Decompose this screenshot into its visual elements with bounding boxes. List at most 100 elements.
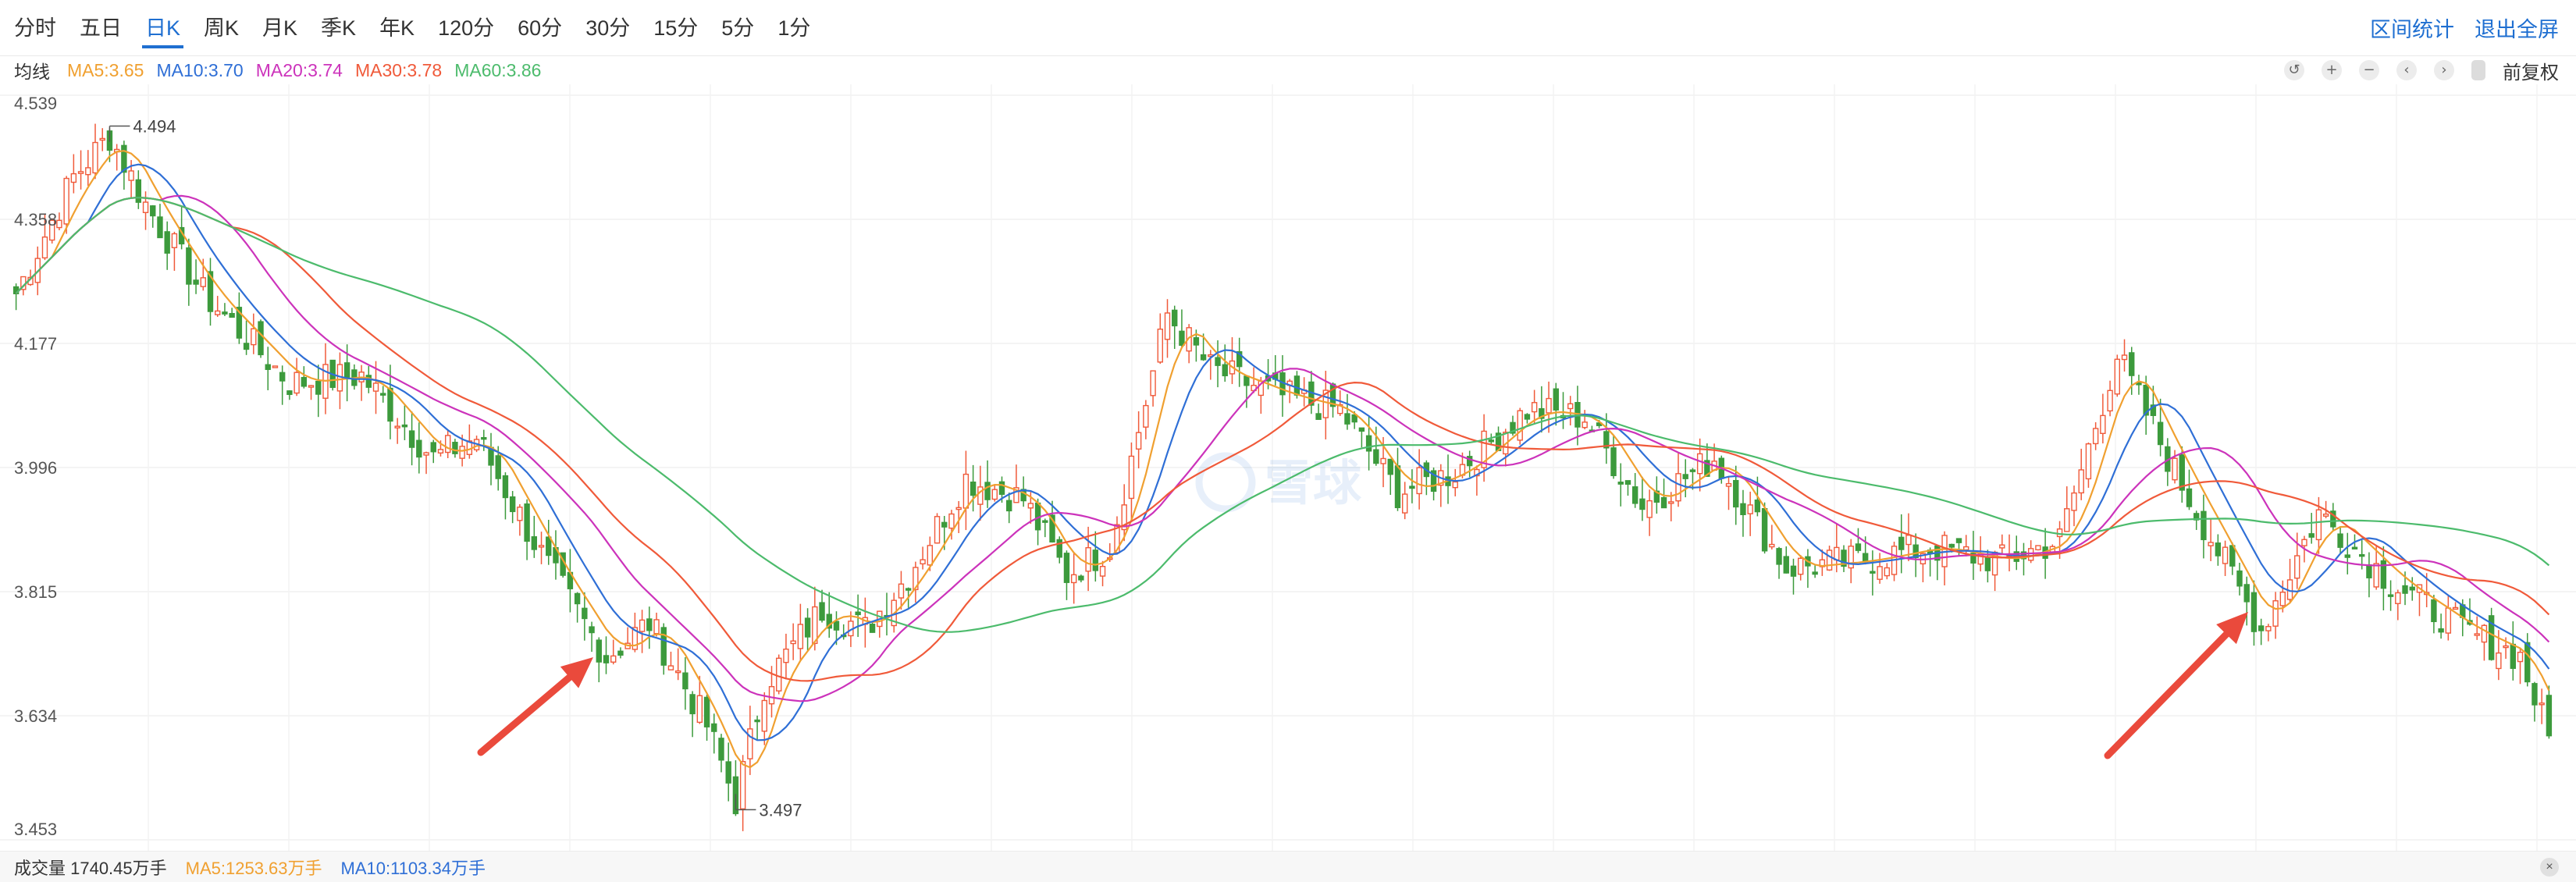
candle-body (459, 446, 465, 459)
candle (689, 691, 696, 738)
candle (2215, 534, 2222, 566)
candle (1300, 377, 1308, 407)
ma-legend-row: 均线 MA5:3.65 MA10:3.70 MA20:3.74 MA30:3.78 MA… (0, 56, 2576, 84)
candle (1891, 541, 1898, 581)
tab-1[interactable]: 五日 (80, 16, 122, 40)
candle-body (2143, 384, 2149, 416)
watermark-logo-icon (1195, 452, 1256, 513)
candle (1063, 550, 1070, 600)
candle (2387, 580, 2394, 611)
tab-9[interactable]: 30分 (585, 16, 631, 40)
tab-10[interactable]: 15分 (653, 16, 699, 40)
candle-body (1358, 427, 1365, 432)
candle (696, 675, 703, 724)
candle-body (372, 382, 379, 392)
candle-body (1733, 479, 1739, 508)
candle (215, 296, 221, 317)
tab-12[interactable]: 1分 (777, 16, 811, 40)
candle-body (2496, 652, 2502, 670)
candle (2524, 633, 2531, 687)
tab-8[interactable]: 60分 (518, 16, 563, 40)
candle (394, 418, 400, 444)
candle-body (1682, 474, 1688, 479)
candle (2114, 354, 2121, 397)
next-icon[interactable]: › (2434, 60, 2454, 80)
candle-body (1725, 482, 1732, 487)
candle-body (632, 627, 639, 650)
ma-legend-label[interactable]: 均线 (14, 62, 50, 82)
zoom-in-icon[interactable]: + (2322, 60, 2342, 80)
candle (488, 432, 494, 485)
tab-4[interactable]: 月K (262, 16, 298, 40)
candle-body (1387, 458, 1393, 475)
candle (481, 429, 487, 451)
candle (711, 713, 717, 754)
candle-body (2431, 599, 2437, 623)
candle-body (1322, 389, 1329, 418)
tab-2[interactable]: 日K (141, 0, 184, 56)
candle-body (1955, 538, 1962, 543)
candle (739, 755, 746, 831)
candle (1740, 489, 1746, 537)
candle-body (984, 482, 991, 500)
candle-body (653, 619, 660, 635)
candle (372, 361, 379, 414)
candle (2532, 681, 2538, 722)
candle-body (711, 723, 717, 732)
candle-body (898, 583, 905, 599)
candle (2186, 469, 2193, 510)
tab-3[interactable]: 周K (204, 16, 240, 40)
tab-11[interactable]: 5分 (721, 16, 755, 40)
candle (2020, 542, 2027, 576)
candle (546, 519, 552, 565)
candle-body (948, 513, 955, 529)
candle-body (1186, 327, 1192, 352)
tab-0[interactable]: 分时 (14, 16, 56, 40)
candle-body (2136, 382, 2142, 386)
candle-body (589, 626, 595, 634)
candle (2294, 532, 2300, 589)
candle-body (308, 385, 315, 388)
tab-6[interactable]: 年K (379, 16, 415, 40)
candle (1870, 550, 1876, 596)
adjustment-selector[interactable]: 前复权 (2503, 62, 2559, 84)
arrow-shaft (2104, 631, 2230, 759)
candle (322, 343, 329, 414)
tab-5[interactable]: 季K (321, 16, 357, 40)
candle (193, 259, 199, 294)
close-icon[interactable]: × (2540, 857, 2559, 877)
candle (1344, 393, 1350, 430)
zoom-out-icon[interactable]: − (2359, 60, 2379, 80)
candle (1438, 464, 1444, 507)
candle (1927, 547, 1934, 577)
candle (574, 592, 581, 623)
candle (2445, 596, 2452, 641)
undo-icon[interactable]: ↺ (2284, 60, 2304, 80)
candle-body (286, 390, 293, 395)
candle-body (2035, 545, 2041, 551)
ma-line-ma5 (15, 150, 2550, 769)
candle (150, 204, 156, 228)
phone-icon[interactable] (2471, 60, 2485, 80)
candle-body (1063, 553, 1070, 583)
candle-body (1049, 514, 1055, 542)
range-stats-button[interactable]: 区间统计 (2370, 18, 2454, 41)
candle-body (1754, 500, 1761, 513)
candle (826, 592, 832, 638)
tab-7[interactable]: 120分 (438, 16, 495, 40)
candle (1798, 555, 1804, 581)
ma-line-ma30 (15, 196, 2550, 682)
candle-body (502, 475, 509, 499)
candle (877, 610, 883, 638)
candle (1631, 473, 1638, 508)
candle (747, 706, 753, 775)
exit-fullscreen-button[interactable]: 退出全屏 (2475, 18, 2559, 41)
candle (1236, 337, 1243, 387)
y-axis-labels: 4.539 4.358 4.177 3.996 3.815 3.634 3.453 (14, 94, 57, 839)
candle-body (150, 205, 156, 217)
candle (927, 536, 934, 571)
candle (884, 592, 890, 636)
candle (1092, 531, 1099, 582)
prev-icon[interactable]: ‹ (2396, 60, 2417, 80)
